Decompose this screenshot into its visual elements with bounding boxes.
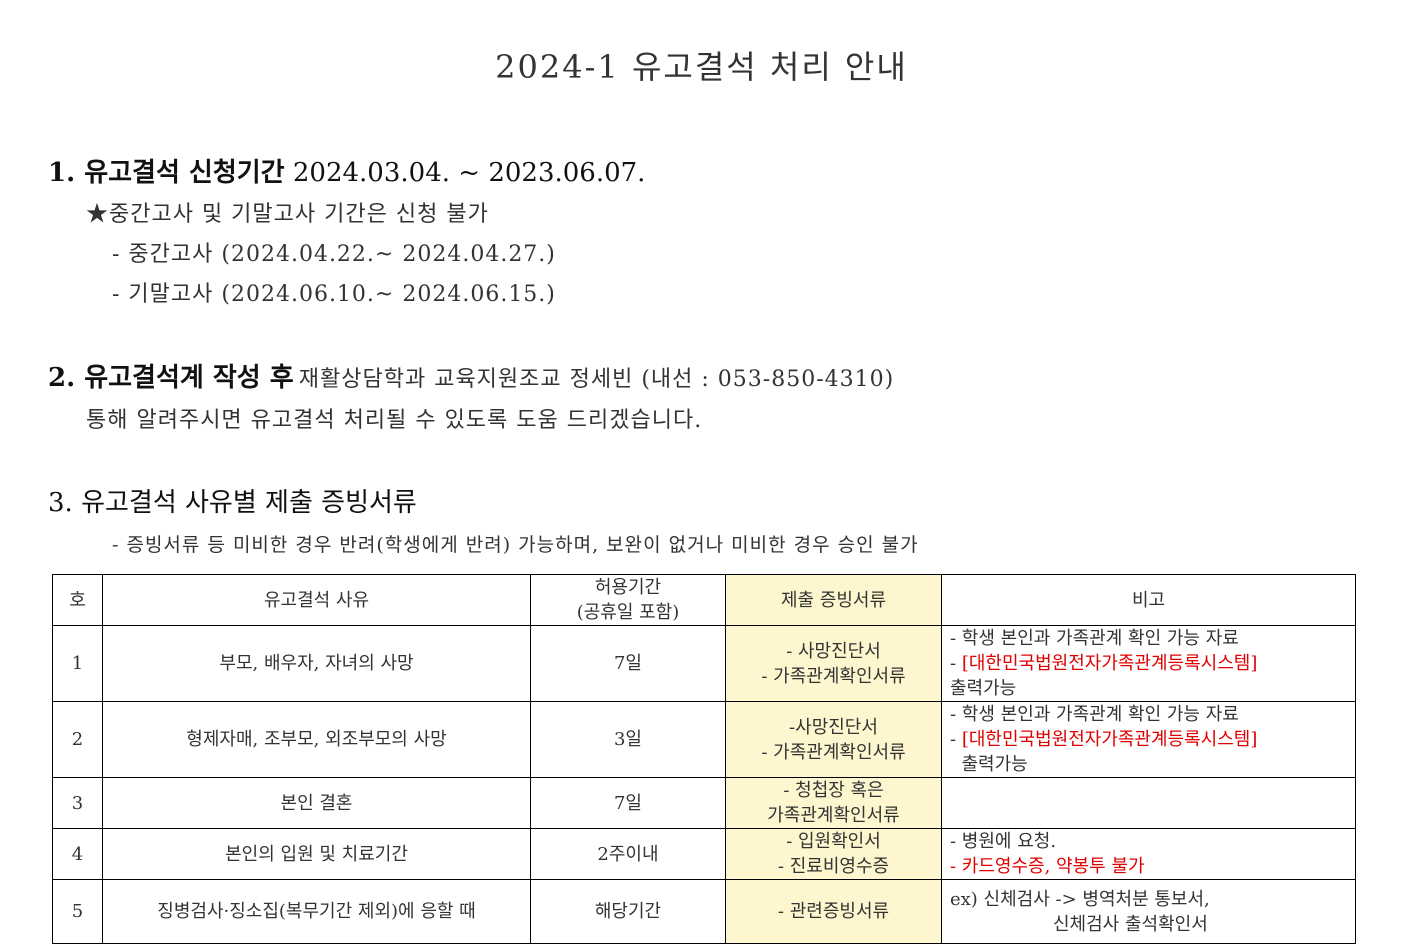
row-docs: - 입원확인서 - 진료비영수증 <box>725 828 942 880</box>
final-period: - 기말고사 (2024.06.10.~ 2024.06.15.) <box>112 282 556 307</box>
section2-heading: 2. 유고결석계 작성 후 재활상담학과 교육지원조교 정세빈 (내선 : 05… <box>48 357 894 394</box>
row-reason: 부모, 배우자, 자녀의 사망 <box>102 625 531 702</box>
remark-text: - 병원에 요청. <box>950 831 1057 852</box>
table-row: 2 형제자매, 조부모, 외조부모의 사망 3일 -사망진단서 - 가족관계확인서류 - … <box>52 701 1356 778</box>
remark-text: [대한민국법원전자가족관계등록시스템] <box>961 729 1258 750</box>
doc-item: - 사망진단서 <box>786 640 881 662</box>
doc-item: - 진료비영수증 <box>777 856 890 877</box>
remark-line: - [대한민국법원전자가족관계등록시스템] <box>950 727 1351 752</box>
header-reason: 유고결석 사유 <box>102 574 531 626</box>
remark-line: 출력가능 <box>950 676 1351 701</box>
row-number: 4 <box>52 828 103 880</box>
midterm-period: - 중간고사 (2024.04.22.~ 2024.04.27.) <box>112 242 556 267</box>
header-no: 호 <box>52 574 103 626</box>
section2-contact: 재활상담학과 교육지원조교 정세빈 (내선 : 053-850-4310) <box>298 367 895 392</box>
row-reason: 징병검사·징소집(복무기간 제외)에 응할 때 <box>102 879 531 944</box>
remark-line: - 학생 본인과 가족관계 확인 가능 자료 <box>950 626 1351 651</box>
row-remarks <box>941 777 1356 829</box>
table-row: 3 본인 결혼 7일 - 청첩장 혹은 가족관계확인서류 <box>52 777 1356 829</box>
remark-text: - 카드영수증, 약봉투 불가 <box>950 856 1145 877</box>
evidence-table: 호 유고결석 사유 허용기간 (공휴일 포함) 제출 증빙서류 비고 1 부모, 배… <box>52 574 1356 944</box>
doc-item: - 가족관계확인서류 <box>761 741 906 763</box>
section1-dates: 2024.03.04. ~ 2023.06.07. <box>292 158 646 188</box>
row-remarks: - 학생 본인과 가족관계 확인 가능 자료 - [대한민국법원전자가족관계등록시… <box>941 625 1356 702</box>
remark-line: - [대한민국법원전자가족관계등록시스템] <box>950 651 1351 676</box>
doc-item: - 관련증빙서류 <box>777 901 890 922</box>
header-remarks: 비고 <box>941 574 1356 626</box>
table-row: 4 본인의 입원 및 치료기간 2주이내 - 입원확인서 - 진료비영수증 - 병원에 요… <box>52 828 1356 880</box>
doc-item: - 입원확인서 <box>786 831 881 852</box>
remark-text: ex) 신체검사 -> 병역처분 통보서, <box>950 888 1210 910</box>
row-number: 3 <box>52 777 103 829</box>
row-reason: 형제자매, 조부모, 외조부모의 사망 <box>102 701 531 778</box>
section2-heading-label: 2. 유고결석계 작성 후 <box>48 363 294 393</box>
header-period: 허용기간 (공휴일 포함) <box>530 574 726 626</box>
row-period: 7일 <box>530 625 726 702</box>
remark-text: 출력가능 <box>950 678 1017 699</box>
row-number: 2 <box>52 701 103 778</box>
section3-heading: 3. 유고결석 사유별 제출 증빙서류 <box>48 488 417 518</box>
remark-line: ex) 신체검사 -> 병역처분 통보서, <box>950 887 1351 912</box>
remark-line: 출력가능 <box>950 752 1351 777</box>
section1-note: ★중간고사 및 기말고사 기간은 신청 불가 <box>86 202 489 227</box>
remark-text: - 학생 본인과 가족관계 확인 가능 자료 <box>950 628 1239 649</box>
table-header: 호 유고결석 사유 허용기간 (공휴일 포함) 제출 증빙서류 비고 <box>52 574 1356 626</box>
row-remarks: - 병원에 요청. - 카드영수증, 약봉투 불가 <box>941 828 1356 880</box>
row-docs: - 관련증빙서류 <box>725 879 942 944</box>
row-remarks: - 학생 본인과 가족관계 확인 가능 자료 - [대한민국법원전자가족관계등록시… <box>941 701 1356 778</box>
section2-line2: 통해 알려주시면 유고결석 처리될 수 있도록 도움 드리겠습니다. <box>86 408 703 433</box>
row-period: 3일 <box>530 701 726 778</box>
remark-text: 신체검사 출석확인서 <box>950 913 1208 935</box>
remark-text: - 학생 본인과 가족관계 확인 가능 자료 <box>950 704 1239 725</box>
doc-item: -사망진단서 <box>789 716 878 738</box>
section1-heading-label: 1. 유고결석 신청기간 <box>48 158 285 188</box>
header-period-line1: 허용기간 <box>594 577 662 598</box>
row-period: 2주이내 <box>530 828 726 880</box>
row-reason: 본인 결혼 <box>102 777 531 829</box>
row-reason: 본인의 입원 및 치료기간 <box>102 828 531 880</box>
row-number: 1 <box>52 625 103 702</box>
header-docs: 제출 증빙서류 <box>725 574 942 626</box>
header-period-line2: (공휴일 포함) <box>576 602 680 623</box>
section1-heading: 1. 유고결석 신청기간 2024.03.04. ~ 2023.06.07. <box>48 152 645 189</box>
page-title: 2024-1 유고결석 처리 안내 <box>495 48 908 86</box>
remark-line: - 학생 본인과 가족관계 확인 가능 자료 <box>950 702 1351 727</box>
row-period: 해당기간 <box>530 879 726 944</box>
remark-prefix: - <box>950 729 962 750</box>
row-number: 5 <box>52 879 103 944</box>
remark-prefix: - <box>950 653 962 674</box>
remark-line: 신체검사 출석확인서 <box>950 912 1351 937</box>
remark-line: - 병원에 요청. <box>950 829 1351 854</box>
remark-text: [대한민국법원전자가족관계등록시스템] <box>961 653 1258 674</box>
row-remarks: ex) 신체검사 -> 병역처분 통보서, 신체검사 출석확인서 <box>941 879 1356 944</box>
table-row: 1 부모, 배우자, 자녀의 사망 7일 - 사망진단서 - 가족관계확인서류 - 학생 … <box>52 625 1356 702</box>
doc-item: - 청첩장 혹은 <box>783 780 884 801</box>
section3-note: - 증빙서류 등 미비한 경우 반려(학생에게 반려) 가능하며, 보완이 없거… <box>112 534 919 556</box>
doc-item: 가족관계확인서류 <box>767 805 900 826</box>
table-row: 5 징병검사·징소집(복무기간 제외)에 응할 때 해당기간 - 관련증빙서류 ex) … <box>52 879 1356 944</box>
row-docs: -사망진단서 - 가족관계확인서류 <box>725 701 942 778</box>
row-period: 7일 <box>530 777 726 829</box>
remark-line: - 카드영수증, 약봉투 불가 <box>950 854 1351 879</box>
row-docs: - 사망진단서 - 가족관계확인서류 <box>725 625 942 702</box>
doc-item: - 가족관계확인서류 <box>761 665 906 687</box>
remark-text: 출력가능 <box>950 754 1028 775</box>
